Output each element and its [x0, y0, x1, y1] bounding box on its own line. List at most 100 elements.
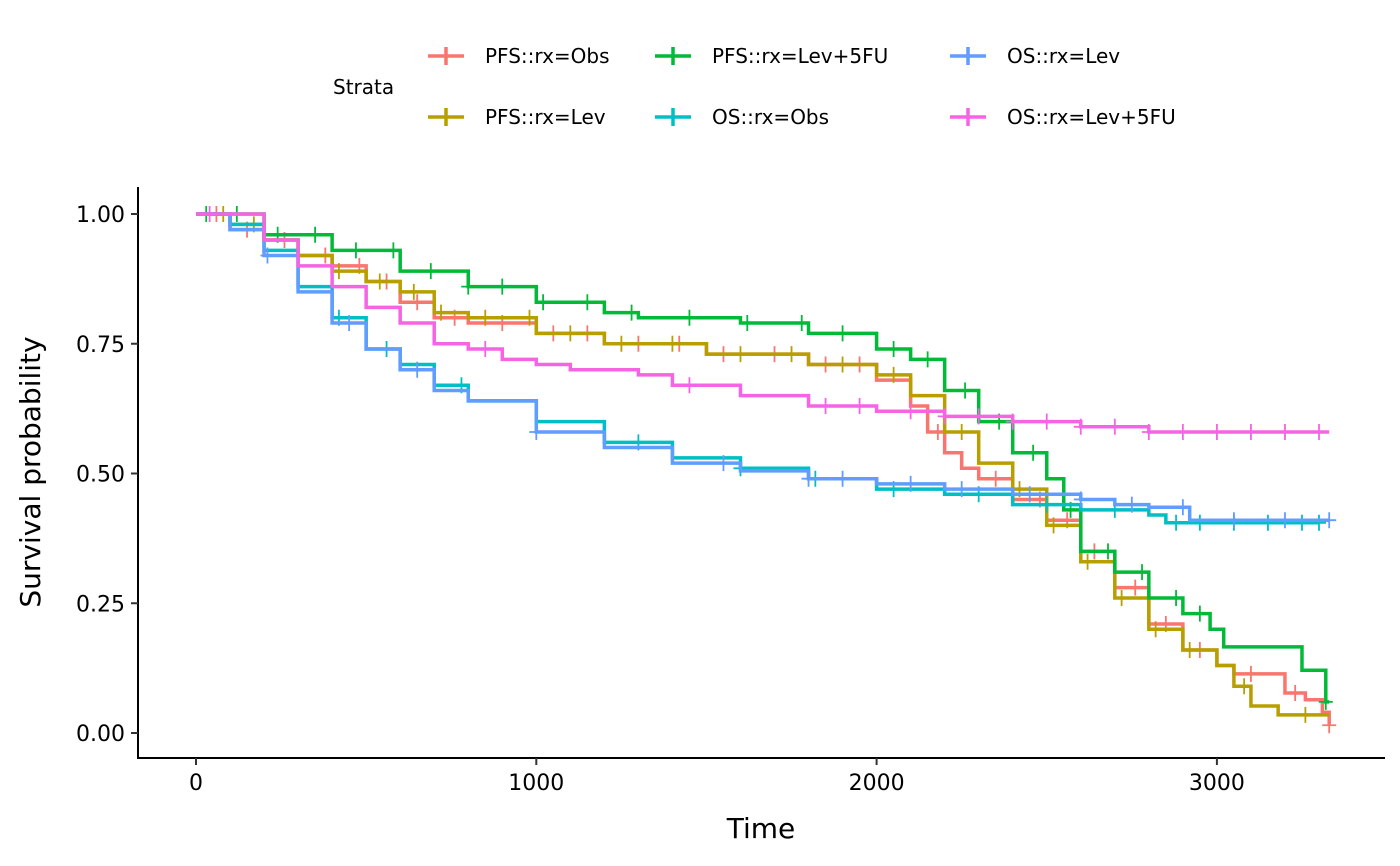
censor-mark-pfs-rx-lev-5fu	[1169, 590, 1184, 607]
censor-mark-os-rx-lev-5fu	[1277, 423, 1292, 440]
censor-mark-pfs-rx-lev	[954, 423, 969, 440]
legend-item-os-rx-obs: OS::rx=Obs	[655, 105, 829, 129]
censor-mark-pfs-rx-lev-5fu	[682, 309, 697, 326]
censor-mark-os-rx-obs	[1294, 514, 1309, 531]
censor-mark-pfs-rx-lev-5fu	[386, 242, 401, 259]
legend-key-icon	[428, 108, 464, 126]
censor-mark-os-rx-lev-5fu	[852, 398, 867, 415]
censor-mark-os-rx-lev	[716, 455, 731, 472]
censor-mark-pfs-rx-lev	[1080, 553, 1095, 570]
censor-mark-pfs-rx-lev-5fu	[740, 314, 755, 331]
legend-key-icon	[950, 47, 986, 65]
censor-mark-pfs-rx-obs	[1243, 665, 1258, 682]
censor-mark-os-rx-obs	[1039, 496, 1054, 513]
censor-mark-os-rx-lev-5fu	[1175, 423, 1190, 440]
censor-mark-os-rx-lev	[529, 423, 544, 440]
censor-mark-os-rx-lev-5fu	[682, 377, 697, 394]
legend-item-os-rx-lev: OS::rx=Lev	[950, 44, 1120, 68]
curve-os-rx-obs	[196, 212, 1319, 525]
censor-mark-pfs-rx-lev-5fu	[308, 226, 323, 243]
legend-label: OS::rx=Lev+5FU	[1007, 105, 1176, 129]
censor-mark-pfs-rx-lev-5fu	[835, 325, 850, 342]
legend-key-icon	[655, 108, 691, 126]
censor-mark-os-rx-lev	[1175, 499, 1190, 516]
censor-mark-pfs-rx-lev-5fu	[958, 382, 973, 399]
legend-label: OS::rx=Lev	[1007, 44, 1120, 68]
censor-mark-os-rx-lev-5fu	[1107, 418, 1122, 435]
censor-mark-pfs-rx-lev	[784, 346, 799, 363]
censor-mark-os-rx-lev-5fu	[1243, 423, 1258, 440]
legend-key-icon	[655, 47, 691, 65]
censor-mark-pfs-rx-lev-5fu	[1318, 693, 1333, 710]
x-axis-title: Time	[726, 812, 796, 845]
censor-mark-os-rx-lev	[1022, 486, 1037, 503]
x-tick-label: 2000	[849, 771, 905, 796]
censor-mark-pfs-rx-lev-5fu	[423, 263, 438, 280]
y-tick-label: 0.25	[76, 592, 125, 617]
censor-mark-pfs-rx-lev	[835, 356, 850, 373]
censor-mark-pfs-rx-lev	[614, 335, 629, 352]
censor-mark-os-rx-lev	[342, 314, 357, 331]
censor-mark-os-rx-lev	[801, 470, 816, 487]
censor-mark-pfs-rx-obs	[1288, 685, 1303, 702]
censor-mark-os-rx-lev	[1073, 491, 1088, 508]
censor-mark-pfs-rx-obs	[1322, 717, 1337, 734]
legend-item-pfs-rx-obs: PFS::rx=Obs	[428, 44, 610, 68]
plot-area	[196, 206, 1337, 734]
censor-mark-pfs-rx-lev	[331, 263, 346, 280]
censor-mark-pfs-rx-lev	[1237, 678, 1252, 695]
censor-mark-pfs-rx-obs	[988, 470, 1003, 487]
legend-key-icon	[950, 108, 986, 126]
censor-mark-pfs-rx-lev	[434, 304, 449, 321]
legend-item-pfs-rx-lev: PFS::rx=Lev	[428, 105, 606, 129]
censor-mark-os-rx-obs	[1260, 514, 1275, 531]
legend-label: PFS::rx=Obs	[485, 44, 610, 68]
y-tick-label: 0.50	[76, 463, 125, 488]
censor-mark-pfs-rx-lev	[1046, 517, 1061, 534]
censor-mark-os-rx-lev-5fu	[1039, 413, 1054, 430]
censor-mark-os-rx-lev-5fu	[903, 403, 918, 420]
censor-mark-pfs-rx-lev	[1148, 621, 1163, 638]
legend-item-pfs-rx-lev-5fu: PFS::rx=Lev+5FU	[655, 44, 888, 68]
censor-mark-os-rx-obs	[1169, 514, 1184, 531]
censor-mark-os-rx-lev	[410, 361, 425, 378]
censor-mark-os-rx-lev-5fu	[1005, 413, 1020, 430]
censor-mark-pfs-rx-obs	[410, 294, 425, 311]
censor-mark-os-rx-lev	[903, 475, 918, 492]
censor-mark-pfs-rx-lev-5fu	[886, 340, 901, 357]
x-tick-label: 0	[189, 771, 203, 796]
censor-mark-pfs-rx-lev-5fu	[495, 278, 510, 295]
censor-mark-pfs-rx-lev	[522, 309, 537, 326]
censor-mark-pfs-rx-lev-5fu	[348, 242, 363, 259]
censor-mark-pfs-rx-lev	[665, 335, 680, 352]
censor-mark-os-rx-lev-5fu	[818, 398, 833, 415]
censor-mark-pfs-rx-lev-5fu	[461, 278, 476, 295]
legend-title: Strata	[333, 75, 394, 99]
censor-mark-os-rx-lev	[835, 470, 850, 487]
censor-mark-pfs-rx-lev-5fu	[1192, 605, 1207, 622]
censor-mark-pfs-rx-lev-5fu	[1101, 543, 1115, 560]
y-tick-label: 1.00	[76, 203, 125, 228]
axes: 0 1000 2000 3000 0.00 0.25 0.50 0.75 1.00	[76, 203, 1245, 796]
censor-mark-pfs-rx-lev	[1114, 590, 1129, 607]
censor-mark-pfs-rx-lev-5fu	[794, 314, 809, 331]
curve-os-rx-lev	[196, 212, 1330, 522]
legend-label: OS::rx=Obs	[712, 105, 829, 129]
censor-mark-os-rx-obs	[1311, 514, 1326, 531]
censor-mark-os-rx-lev	[1322, 512, 1337, 529]
censor-mark-pfs-rx-lev	[563, 325, 578, 342]
y-axis-title: Survival probability	[14, 336, 47, 607]
censor-mark-pfs-rx-lev	[1182, 641, 1197, 658]
censor-mark-os-rx-lev	[1277, 512, 1292, 529]
x-tick-label: 1000	[508, 771, 564, 796]
censor-mark-os-rx-lev	[1226, 512, 1241, 529]
legend-key-icon	[428, 47, 464, 65]
legend-label: PFS::rx=Lev+5FU	[712, 44, 888, 68]
censor-mark-pfs-rx-lev	[886, 366, 901, 383]
censor-mark-os-rx-lev-5fu	[937, 408, 952, 425]
censor-mark-pfs-rx-lev-5fu	[1135, 564, 1150, 581]
y-tick-label: 0.75	[76, 333, 125, 358]
censor-mark-pfs-rx-lev	[1298, 706, 1313, 723]
